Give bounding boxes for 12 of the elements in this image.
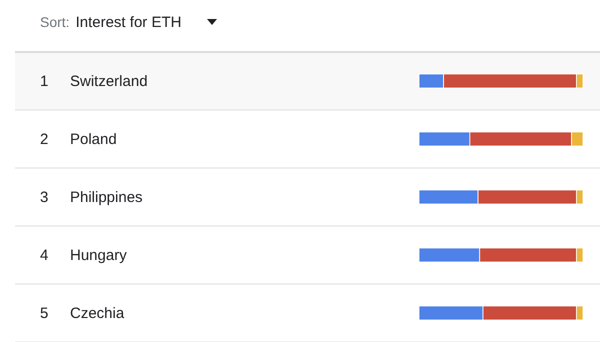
y-tick-label: Philippines bbox=[70, 189, 143, 206]
text: Interest for ETH bbox=[76, 14, 182, 31]
y-tick-label: Hungary bbox=[70, 247, 128, 264]
text: 2 bbox=[40, 131, 48, 148]
y-tick-label: Switzerland bbox=[70, 73, 148, 90]
text: 1 bbox=[40, 73, 48, 90]
text: 3 bbox=[40, 189, 48, 206]
y-tick-label: Poland bbox=[70, 131, 117, 148]
text: 4 bbox=[40, 247, 48, 264]
y-tick-label: Czechia bbox=[70, 305, 125, 322]
text: Sort: bbox=[40, 14, 70, 30]
text: 5 bbox=[40, 305, 48, 322]
